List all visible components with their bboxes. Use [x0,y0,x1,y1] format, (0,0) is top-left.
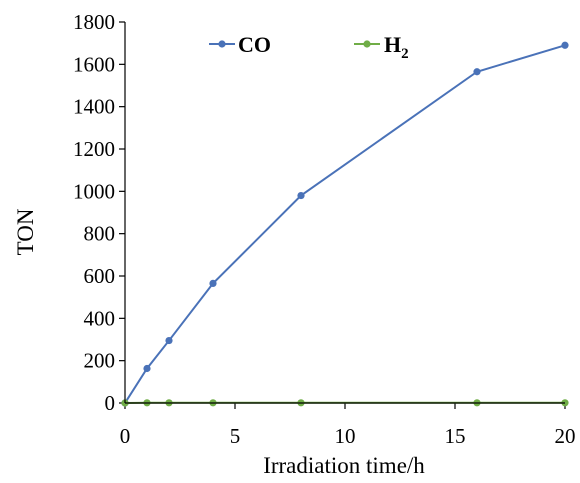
y-tick-label: 1400 [73,95,115,119]
series-line-co [124,44,566,404]
y-tick-label: 1000 [73,179,115,203]
y-axis-label: TON [13,208,38,255]
data-point-co [143,364,151,373]
data-point-co [165,336,173,345]
x-tick-label: 20 [555,424,576,448]
y-tick-label: 1200 [73,137,115,161]
data-point-co [209,279,217,288]
y-tick-label: 800 [84,222,116,246]
series-layer [121,41,569,407]
x-axis-ticks: 0 5 10 15 20 [120,403,576,448]
x-tick-label: 5 [230,424,241,448]
y-tick-label: 600 [84,264,116,288]
legend-item-co: CO [209,32,271,57]
legend-label-h2: H2 [384,32,409,62]
legend: CO H2 [209,32,409,62]
data-point-co [473,68,481,76]
legend-label-h2-subscript: 2 [401,46,409,62]
x-tick-label: 10 [335,424,356,448]
x-axis-label: Irradiation time/h [263,453,425,478]
y-axis-ticks: 0 200 400 600 800 1000 1200 1400 1600 1800 [73,10,125,415]
y-tick-label: 200 [84,349,116,373]
legend-item-h2: H2 [354,32,409,62]
legend-label-h2-main: H [384,32,401,57]
y-tick-label: 400 [84,306,116,330]
x-tick-label: 0 [120,424,131,448]
y-tick-label: 0 [105,391,116,415]
data-point-co [561,41,569,49]
data-point-co [297,191,305,200]
legend-label-co: CO [238,32,271,57]
x-tick-label: 15 [445,424,466,448]
y-tick-label: 1800 [73,10,115,34]
y-tick-label: 1600 [73,52,115,76]
